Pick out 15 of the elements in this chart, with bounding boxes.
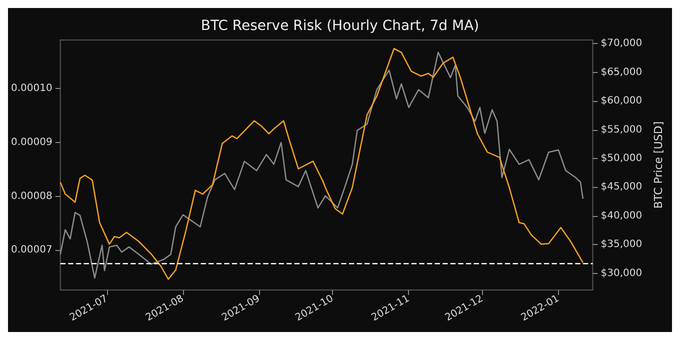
y2-tick-label: $55,000 (600, 124, 642, 136)
y-tick-label: 0.00008 (10, 190, 52, 202)
y2-tick-label: $65,000 (600, 66, 642, 78)
y2-tick-label: $60,000 (600, 96, 642, 107)
y-tick-label: 0.00009 (10, 136, 52, 148)
y-tick-label: 0.00007 (10, 244, 52, 256)
y-tick-label: 0.00010 (10, 82, 52, 94)
y2-tick-label: $30,000 (600, 268, 642, 279)
y2-tick-label: $40,000 (600, 210, 642, 222)
chart-title: BTC Reserve Risk (Hourly Chart, 7d MA) (200, 18, 480, 34)
y2-axis-title: BTC Price [USD] (652, 121, 665, 209)
y2-tick-label: $70,000 (600, 38, 642, 50)
y2-tick-label: $50,000 (600, 153, 642, 164)
y2-tick-label: $35,000 (600, 239, 642, 250)
y2-tick-label: $45,000 (600, 182, 642, 193)
